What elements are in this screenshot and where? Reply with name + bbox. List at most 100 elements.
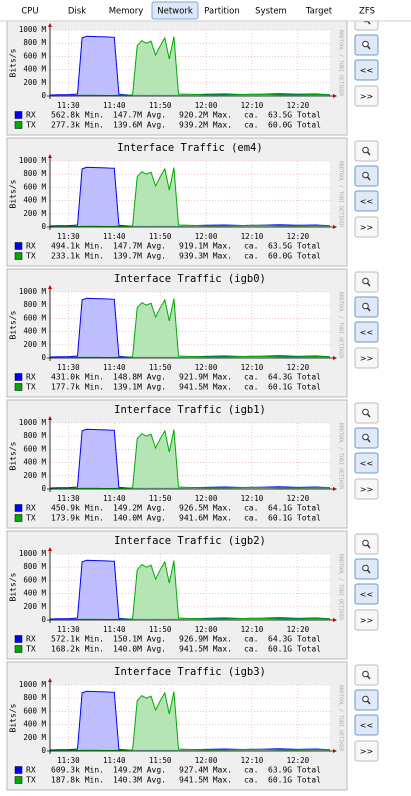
legend-min: 494.1k Min. (51, 242, 104, 251)
x-tick-label: 12:00 (195, 101, 218, 110)
side-button-label[interactable]: << (360, 721, 373, 730)
side-button[interactable] (354, 740, 379, 762)
side-button-label[interactable]: >> (360, 354, 373, 363)
credit: RRDTOOL / TOBI OETIKER (338, 30, 344, 97)
side-button[interactable] (354, 609, 379, 631)
axis-arrow (333, 94, 337, 98)
active-tab[interactable] (151, 1, 199, 20)
side-button[interactable] (354, 190, 379, 212)
zoom-icon (362, 695, 369, 703)
tab[interactable]: CPU (21, 7, 38, 17)
zoom-icon (366, 307, 371, 312)
legend-min: 168.2k Min. (51, 645, 104, 654)
x-tick-label: 11:50 (149, 625, 172, 634)
zoom-icon (362, 146, 369, 154)
legend-avg: 139.1M Avg. (113, 383, 166, 392)
y-tick-label: 200 M (23, 209, 46, 218)
tab[interactable]: ZFS (359, 7, 375, 17)
zoom-icon (366, 700, 371, 705)
side-button-label[interactable]: >> (360, 747, 373, 756)
x-tick-label: 11:30 (57, 232, 80, 241)
side-button[interactable] (354, 216, 379, 238)
legend-swatch (14, 121, 23, 129)
axis-arrow (48, 416, 52, 420)
series-line (49, 560, 331, 621)
side-button-label[interactable]: << (360, 66, 373, 75)
side-button[interactable] (354, 59, 379, 81)
y-tick-label: 1000 M (19, 25, 47, 34)
axis-arrow (333, 356, 337, 360)
y-tick-label: 600 M (23, 444, 46, 453)
legend-name: TX (26, 776, 36, 785)
y-tick-label: 800 M (23, 38, 46, 47)
side-button[interactable] (354, 347, 379, 369)
zoom-icon (366, 45, 371, 50)
legend-avg: 147.7M Avg. (113, 242, 166, 251)
tab[interactable]: Memory (109, 7, 144, 17)
tab[interactable]: Target (305, 7, 333, 17)
chart-title: Interface Traffic (igb0) (114, 273, 266, 285)
legend-max: 927.4M Max. (179, 766, 232, 775)
x-tick-label: 12:10 (241, 232, 264, 241)
side-button[interactable] (354, 583, 379, 605)
axis-arrow (333, 225, 337, 229)
y-axis-label: Bits/s (9, 703, 18, 732)
series-line (49, 429, 331, 490)
zoom-icon (366, 176, 371, 181)
zoom-icon (362, 277, 369, 285)
legend-total: ca. 63.9G Total (244, 766, 321, 775)
side-button-label[interactable]: << (360, 590, 373, 599)
series-line (49, 36, 331, 97)
tab[interactable]: Disk (68, 7, 86, 17)
side-button[interactable] (354, 452, 379, 474)
side-button-label[interactable]: >> (360, 616, 373, 625)
side-button-label[interactable]: << (360, 328, 373, 337)
chart-title: Interface Traffic (igb1) (114, 404, 266, 416)
x-tick-label: 12:00 (195, 625, 218, 634)
y-tick-label: 800 M (23, 169, 46, 178)
side-button-label[interactable]: << (360, 197, 373, 206)
y-tick-label: 600 M (23, 575, 46, 584)
legend-swatch (14, 766, 23, 774)
side-button-label[interactable]: >> (360, 92, 373, 101)
y-tick-label: 800 M (23, 300, 46, 309)
legend-avg: 150.1M Avg. (113, 635, 166, 644)
legend-min: 609.3k Min. (51, 766, 104, 775)
legend-max: 926.5M Max. (179, 504, 232, 513)
legend-total: ca. 60.1G Total (244, 383, 321, 392)
side-button[interactable] (354, 85, 379, 107)
y-tick-label: 600 M (23, 313, 46, 322)
legend-min: 562.8k Min. (51, 111, 104, 120)
legend-name: TX (26, 383, 36, 392)
x-tick-label: 12:10 (241, 756, 264, 765)
legend-max: 941.5M Max. (179, 383, 232, 392)
side-button[interactable] (354, 321, 379, 343)
legend-name: RX (26, 504, 36, 513)
x-tick-label: 11:50 (149, 494, 172, 503)
legend-max: 941.6M Max. (179, 514, 232, 523)
legend-max: 939.2M Max. (179, 121, 232, 130)
side-button-label[interactable]: >> (360, 485, 373, 494)
x-tick-label: 12:00 (195, 363, 218, 372)
side-button[interactable] (354, 714, 379, 736)
legend-swatch (14, 504, 23, 512)
tab[interactable]: Network (157, 7, 193, 17)
tab[interactable]: Partition (204, 7, 239, 17)
tab[interactable]: System (255, 7, 287, 17)
legend-swatch (14, 242, 23, 250)
legend-min: 187.8k Min. (51, 776, 104, 785)
legend-swatch (14, 383, 23, 391)
legend-name: TX (26, 121, 36, 130)
y-tick-label: 200 M (23, 471, 46, 480)
y-tick-label: 1000 M (19, 156, 47, 165)
x-tick-label: 12:10 (241, 363, 264, 372)
side-button-label[interactable]: >> (360, 223, 373, 232)
x-tick-label: 12:20 (287, 494, 310, 503)
legend-swatch (14, 111, 23, 119)
side-button[interactable] (354, 478, 379, 500)
axis-arrow (333, 749, 337, 753)
legend-swatch (14, 373, 23, 381)
side-button-label[interactable]: << (360, 459, 373, 468)
